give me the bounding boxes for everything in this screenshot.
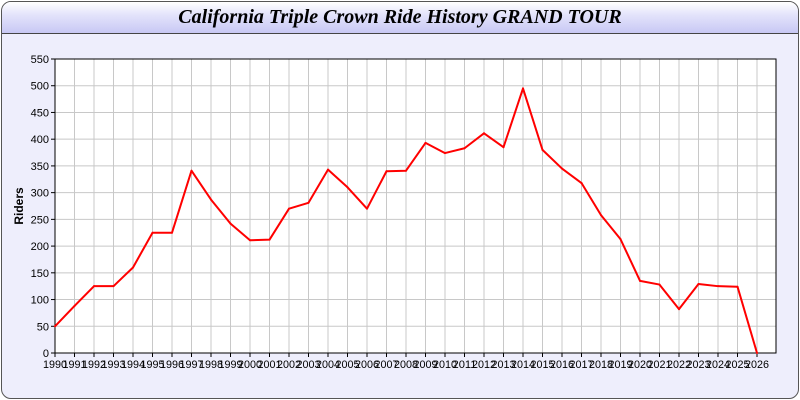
data-point — [522, 87, 524, 90]
data-point — [307, 201, 310, 204]
x-tick-label: 1990 — [43, 359, 67, 371]
x-tick-label: 1995 — [141, 359, 165, 371]
data-point — [717, 285, 719, 288]
y-tick-label: 100 — [31, 295, 49, 307]
data-point — [658, 283, 661, 286]
chart-title: California Triple Crown Ride History GRA… — [178, 6, 622, 28]
data-point — [580, 182, 583, 185]
y-tick-label: 200 — [31, 241, 49, 253]
x-tick-label: 2001 — [258, 359, 282, 371]
data-point — [327, 168, 329, 171]
y-tick-label: 150 — [31, 268, 49, 280]
data-point — [366, 207, 368, 210]
y-tick-label: 550 — [31, 54, 49, 66]
x-tick-label: 1992 — [82, 359, 106, 371]
x-tick-label: 2010 — [433, 359, 457, 371]
data-point — [288, 207, 290, 210]
data-point — [210, 198, 212, 201]
x-tick-label: 2003 — [297, 359, 321, 371]
x-tick-label: 2015 — [531, 359, 555, 371]
data-point — [502, 146, 505, 149]
data-point — [171, 231, 173, 234]
x-tick-label: 2025 — [726, 359, 750, 371]
data-point — [346, 186, 349, 189]
x-tick-label: 1998 — [199, 359, 223, 371]
x-tick-label: 2016 — [550, 359, 574, 371]
x-tick-label: 2002 — [277, 359, 301, 371]
data-point — [405, 169, 407, 172]
x-tick-label: 2007 — [375, 359, 399, 371]
data-point — [112, 285, 115, 288]
x-tick-label: 2021 — [648, 359, 672, 371]
x-tick-label: 2011 — [453, 359, 477, 371]
x-tick-label: 2006 — [355, 359, 379, 371]
data-point — [541, 148, 544, 151]
y-axis-label: Riders — [12, 187, 26, 225]
y-tick-label: 450 — [31, 107, 49, 119]
x-tick-label: 2008 — [394, 359, 418, 371]
y-tick-label: 50 — [37, 321, 49, 333]
x-tick-label: 1991 — [63, 359, 87, 371]
data-point — [639, 279, 641, 282]
x-tick-label: 1993 — [102, 359, 126, 371]
x-tick-label: 2013 — [492, 359, 516, 371]
y-tick-label: 350 — [31, 161, 49, 173]
x-tick-label: 2005 — [336, 359, 360, 371]
data-point — [463, 147, 466, 150]
x-tick-label: 1994 — [121, 359, 145, 371]
x-tick-label: 2004 — [316, 359, 340, 371]
x-tick-label: 2020 — [628, 359, 652, 371]
data-point — [600, 214, 602, 217]
data-point — [385, 170, 388, 173]
y-tick-label: 300 — [31, 188, 49, 200]
data-point — [483, 132, 485, 135]
x-tick-label: 1997 — [180, 359, 204, 371]
data-point — [697, 283, 700, 286]
x-tick-label: 2012 — [472, 359, 496, 371]
y-tick-label: 400 — [31, 134, 49, 146]
data-point — [678, 308, 680, 311]
x-tick-label: 2023 — [687, 359, 711, 371]
data-point — [73, 304, 76, 307]
data-point — [190, 169, 193, 172]
data-point — [268, 238, 271, 241]
x-tick-label: 2018 — [589, 359, 613, 371]
x-tick-label: 2024 — [706, 359, 730, 371]
x-tick-label: 2017 — [570, 359, 594, 371]
y-tick-label: 500 — [31, 81, 49, 93]
data-point — [151, 231, 154, 234]
plot-area — [55, 59, 776, 353]
x-tick-label: 2014 — [511, 359, 535, 371]
title-bar: California Triple Crown Ride History GRA… — [2, 2, 798, 34]
x-tick-label: 2022 — [667, 359, 691, 371]
data-point — [424, 141, 427, 144]
data-point — [756, 352, 758, 354]
data-point — [54, 325, 56, 328]
data-point — [249, 239, 251, 242]
data-point — [619, 238, 622, 241]
y-tick-label: 250 — [31, 214, 49, 226]
data-point — [132, 266, 134, 269]
data-point — [736, 285, 739, 288]
x-tick-label: 2026 — [745, 359, 769, 371]
plot-border — [54, 58, 777, 354]
data-point — [93, 285, 95, 288]
y-tick-label: 0 — [43, 348, 49, 360]
x-tick-label: 2009 — [414, 359, 438, 371]
x-tick-label: 2000 — [238, 359, 262, 371]
data-point — [229, 222, 232, 225]
x-tick-label: 2019 — [609, 359, 633, 371]
x-tick-label: 1996 — [160, 359, 184, 371]
data-point — [561, 167, 563, 170]
x-tick-label: 1999 — [219, 359, 243, 371]
data-point — [444, 152, 446, 155]
